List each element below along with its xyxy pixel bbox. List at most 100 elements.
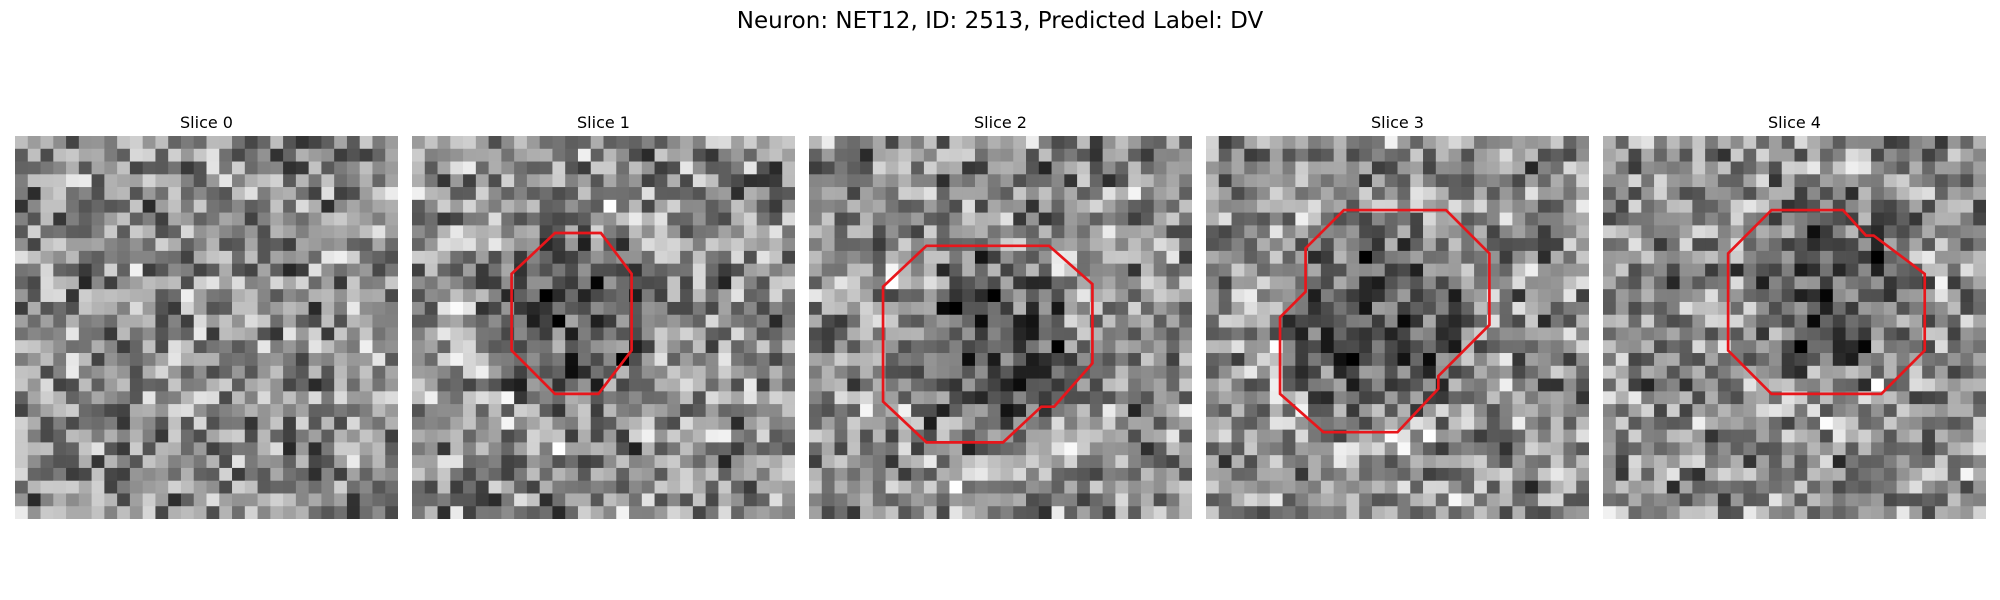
pixel xyxy=(847,391,861,405)
pixel xyxy=(987,289,1001,303)
pixel xyxy=(616,187,630,201)
pixel xyxy=(911,455,925,469)
pixel xyxy=(1269,136,1283,150)
pixel xyxy=(1218,506,1232,519)
pixel xyxy=(308,289,322,303)
pixel xyxy=(1333,161,1347,175)
pixel xyxy=(1320,340,1335,354)
pixel xyxy=(1206,199,1220,213)
pixel xyxy=(1743,378,1757,392)
pixel xyxy=(603,493,617,507)
pixel xyxy=(232,353,246,367)
pixel xyxy=(809,365,823,379)
pixel xyxy=(321,442,335,456)
pixel xyxy=(1628,136,1642,150)
pixel xyxy=(295,429,310,443)
pixel xyxy=(1499,493,1513,507)
pixel xyxy=(180,276,195,290)
pixel xyxy=(180,404,195,418)
pixel xyxy=(923,391,938,405)
pixel xyxy=(270,238,284,252)
pixel xyxy=(885,480,899,494)
pixel xyxy=(641,212,655,226)
pixel xyxy=(1448,225,1462,239)
pixel xyxy=(91,161,105,175)
pixel xyxy=(104,225,118,239)
pixel xyxy=(898,136,912,150)
pixel xyxy=(450,442,464,456)
pixel xyxy=(1550,493,1564,507)
pixel xyxy=(1486,353,1501,367)
pixel xyxy=(359,276,373,290)
pixel xyxy=(1000,263,1014,277)
pixel xyxy=(168,442,182,456)
pixel xyxy=(1845,506,1859,519)
pixel xyxy=(1410,148,1424,162)
pixel xyxy=(219,404,233,418)
pixel xyxy=(53,480,67,494)
pixel xyxy=(782,161,795,175)
pixel xyxy=(270,493,284,507)
pixel xyxy=(911,340,925,354)
pixel xyxy=(1692,353,1706,367)
pixel xyxy=(872,148,886,162)
pixel xyxy=(372,161,386,175)
pixel xyxy=(1102,416,1116,431)
pixel xyxy=(1115,225,1129,239)
pixel xyxy=(1628,263,1642,277)
pixel xyxy=(1641,174,1655,188)
pixel xyxy=(321,225,335,239)
pixel xyxy=(731,225,745,239)
pixel xyxy=(1269,276,1283,290)
pixel xyxy=(168,263,182,277)
pixel xyxy=(385,442,398,456)
pixel xyxy=(1947,455,1961,469)
pixel xyxy=(1295,442,1309,456)
pixel xyxy=(1461,187,1475,201)
pixel xyxy=(437,353,451,367)
pixel xyxy=(1679,199,1693,213)
pixel xyxy=(962,404,976,418)
pixel xyxy=(1295,493,1309,507)
pixel xyxy=(66,493,80,507)
pixel xyxy=(1128,404,1142,418)
pixel xyxy=(1832,404,1846,418)
pixel xyxy=(1768,493,1783,507)
pixel xyxy=(1615,365,1629,379)
pixel xyxy=(359,174,373,188)
pixel xyxy=(424,301,438,316)
pixel xyxy=(270,314,284,328)
pixel xyxy=(1486,327,1501,341)
pixel xyxy=(692,442,707,456)
pixel xyxy=(667,199,681,213)
pixel xyxy=(1486,467,1501,482)
pixel xyxy=(104,148,118,162)
pixel xyxy=(91,187,105,201)
pixel xyxy=(962,301,976,316)
pixel xyxy=(1832,301,1846,316)
pixel xyxy=(129,442,144,456)
pixel xyxy=(1576,429,1589,443)
pixel xyxy=(283,250,297,265)
pixel xyxy=(321,365,335,379)
pixel xyxy=(1077,174,1091,188)
pixel xyxy=(974,314,989,328)
pixel xyxy=(539,506,553,519)
pixel xyxy=(295,493,310,507)
pixel xyxy=(769,238,783,252)
pixel xyxy=(603,391,617,405)
pixel xyxy=(923,416,938,431)
pixel xyxy=(1410,493,1424,507)
pixel xyxy=(1922,391,1936,405)
pixel xyxy=(283,480,297,494)
pixel xyxy=(270,340,284,354)
pixel xyxy=(1563,404,1577,418)
pixel xyxy=(283,161,297,175)
pixel xyxy=(193,225,207,239)
pixel xyxy=(117,136,131,150)
pixel xyxy=(168,467,182,482)
pixel xyxy=(1140,506,1155,519)
pixel xyxy=(283,467,297,482)
pixel xyxy=(898,187,912,201)
pixel xyxy=(180,480,195,494)
